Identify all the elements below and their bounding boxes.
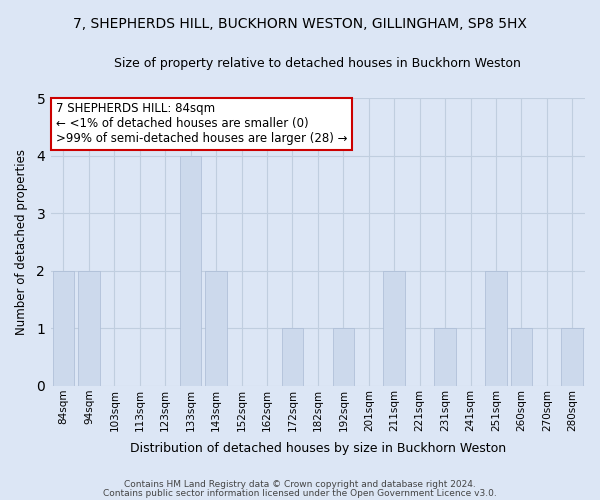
X-axis label: Distribution of detached houses by size in Buckhorn Weston: Distribution of detached houses by size … — [130, 442, 506, 455]
Text: 7, SHEPHERDS HILL, BUCKHORN WESTON, GILLINGHAM, SP8 5HX: 7, SHEPHERDS HILL, BUCKHORN WESTON, GILL… — [73, 18, 527, 32]
Bar — [434, 328, 456, 386]
Bar — [485, 271, 507, 386]
Bar — [78, 271, 100, 386]
Bar — [205, 271, 227, 386]
Bar — [281, 328, 303, 386]
Text: 7 SHEPHERDS HILL: 84sqm
← <1% of detached houses are smaller (0)
>99% of semi-de: 7 SHEPHERDS HILL: 84sqm ← <1% of detache… — [56, 102, 347, 146]
Bar — [332, 328, 354, 386]
Title: Size of property relative to detached houses in Buckhorn Weston: Size of property relative to detached ho… — [115, 58, 521, 70]
Text: Contains public sector information licensed under the Open Government Licence v3: Contains public sector information licen… — [103, 488, 497, 498]
Bar — [383, 271, 405, 386]
Text: Contains HM Land Registry data © Crown copyright and database right 2024.: Contains HM Land Registry data © Crown c… — [124, 480, 476, 489]
Bar — [511, 328, 532, 386]
Y-axis label: Number of detached properties: Number of detached properties — [15, 149, 28, 335]
Bar — [53, 271, 74, 386]
Bar — [180, 156, 202, 386]
Bar — [562, 328, 583, 386]
